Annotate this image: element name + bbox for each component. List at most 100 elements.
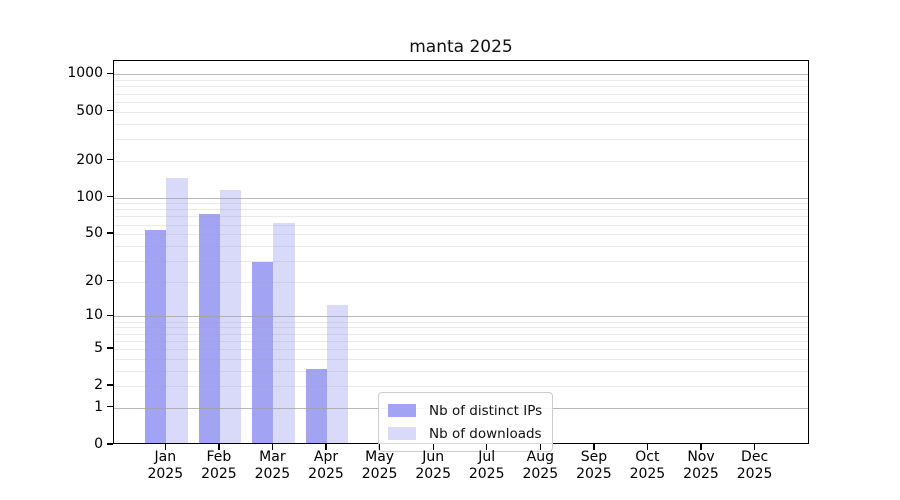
plot-area: Nb of distinct IPs Nb of downloads (113, 60, 809, 452)
bar-downloads-mar (273, 222, 295, 443)
x-tick-year: 2025 (576, 466, 612, 482)
x-tick-year: 2025 (736, 466, 773, 482)
y-tick-mark (107, 406, 113, 408)
y-tick-label: 5 (94, 339, 103, 356)
x-tick-month: Dec (741, 449, 769, 465)
x-tick-mark (218, 444, 220, 450)
x-tick-mark (753, 444, 756, 450)
y-tick-mark (107, 72, 113, 75)
gridline-minor (114, 209, 808, 211)
y-tick-label: 50 (85, 225, 103, 242)
gridline-major (114, 74, 808, 76)
bar-distinct-ips-apr (305, 368, 327, 443)
gridline-minor (114, 216, 808, 218)
y-tick-mark (107, 195, 113, 198)
y-tick-mark (107, 158, 113, 161)
y-tick-label: 200 (76, 151, 103, 168)
gridline-minor (114, 386, 808, 388)
gridline-minor (114, 340, 808, 342)
gridline-minor (114, 160, 808, 162)
x-tick-label: Mar 2025 (236, 449, 308, 483)
y-tick-label: 500 (76, 102, 103, 119)
x-tick-label: Feb 2025 (183, 449, 255, 483)
x-tick-label: Nov 2025 (665, 449, 737, 483)
x-tick-month: Feb (206, 449, 232, 465)
x-tick-year: 2025 (308, 466, 344, 482)
y-tick-mark (107, 443, 113, 445)
bar-downloads-apr (327, 305, 349, 443)
x-tick-year: 2025 (147, 466, 184, 482)
gridline-minor (114, 321, 808, 323)
gridline-minor (114, 101, 808, 103)
x-tick-mark (593, 444, 595, 450)
legend-label-downloads: Nb of downloads (429, 425, 542, 442)
gridline-minor (114, 370, 808, 372)
chart-title: manta 2025 (409, 37, 513, 57)
x-tick-mark (271, 444, 274, 450)
y-tick-label: 0 (94, 436, 103, 452)
y-tick-label: 1000 (67, 65, 103, 82)
x-tick-month: Sep (580, 449, 608, 465)
x-tick-mark (486, 444, 488, 450)
x-tick-mark (432, 444, 434, 450)
gridline-minor (114, 123, 808, 125)
x-tick-label: Dec 2025 (719, 449, 791, 483)
gridline-major (114, 316, 808, 318)
x-tick-mark (325, 444, 327, 450)
x-tick-label: Jul 2025 (451, 449, 523, 483)
bar-downloads-jan (166, 177, 188, 443)
y-tick-label: 2 (94, 377, 103, 394)
x-tick-year: 2025 (201, 466, 237, 482)
y-tick-label: 20 (85, 272, 103, 289)
x-tick-mark (378, 444, 381, 450)
x-tick-label: Oct 2025 (611, 449, 683, 483)
x-tick-label: Apr 2025 (290, 449, 362, 483)
x-tick-label: May 2025 (344, 449, 416, 483)
x-tick-month: May (365, 449, 395, 465)
bar-distinct-ips-feb (198, 213, 220, 443)
x-tick-year: 2025 (683, 466, 719, 482)
x-tick-label: Jun 2025 (397, 449, 469, 483)
x-tick-year: 2025 (415, 466, 451, 482)
legend: Nb of distinct IPs Nb of downloads (378, 392, 554, 452)
x-tick-month: Mar (259, 449, 286, 465)
bar-distinct-ips-mar (252, 262, 274, 443)
x-tick-year: 2025 (254, 466, 291, 482)
x-tick-year: 2025 (468, 466, 505, 482)
gridline-minor (114, 111, 808, 113)
y-tick-mark (107, 347, 113, 349)
x-tick-mark (646, 444, 649, 450)
x-tick-month: Jun (422, 449, 445, 465)
legend-swatch-distinct-ips (388, 404, 416, 417)
gridline-minor (114, 245, 808, 247)
legend-item-downloads: Nb of downloads (388, 422, 542, 445)
gridline-minor (114, 224, 808, 226)
y-tick-mark (107, 232, 113, 234)
gridline-major (114, 197, 808, 199)
gridline-minor (114, 203, 808, 205)
x-tick-month: Aug (526, 449, 554, 465)
gridline-minor (114, 358, 808, 360)
y-tick-label: 100 (76, 188, 103, 205)
x-tick-month: Nov (687, 449, 715, 465)
x-tick-month: Apr (313, 449, 339, 465)
x-tick-label: Sep 2025 (558, 449, 630, 483)
y-tick-mark (107, 384, 113, 386)
gridline-minor (114, 327, 808, 329)
x-tick-month: Oct (635, 449, 660, 465)
gridline-minor (114, 348, 808, 350)
x-tick-mark (700, 444, 702, 450)
gridline-minor (114, 93, 808, 95)
legend-swatch-downloads (388, 427, 416, 440)
y-tick-mark (107, 109, 113, 112)
y-tick-label: 1 (94, 398, 103, 415)
x-tick-month: Jan (154, 449, 177, 465)
gridline-minor (114, 333, 808, 335)
y-tick-mark (107, 314, 113, 317)
x-tick-mark (164, 444, 166, 450)
legend-item-distinct-ips: Nb of distinct IPs (388, 399, 542, 422)
x-tick-label: Aug 2025 (504, 449, 576, 483)
gridline-minor (114, 234, 808, 236)
gridline-minor (114, 260, 808, 262)
